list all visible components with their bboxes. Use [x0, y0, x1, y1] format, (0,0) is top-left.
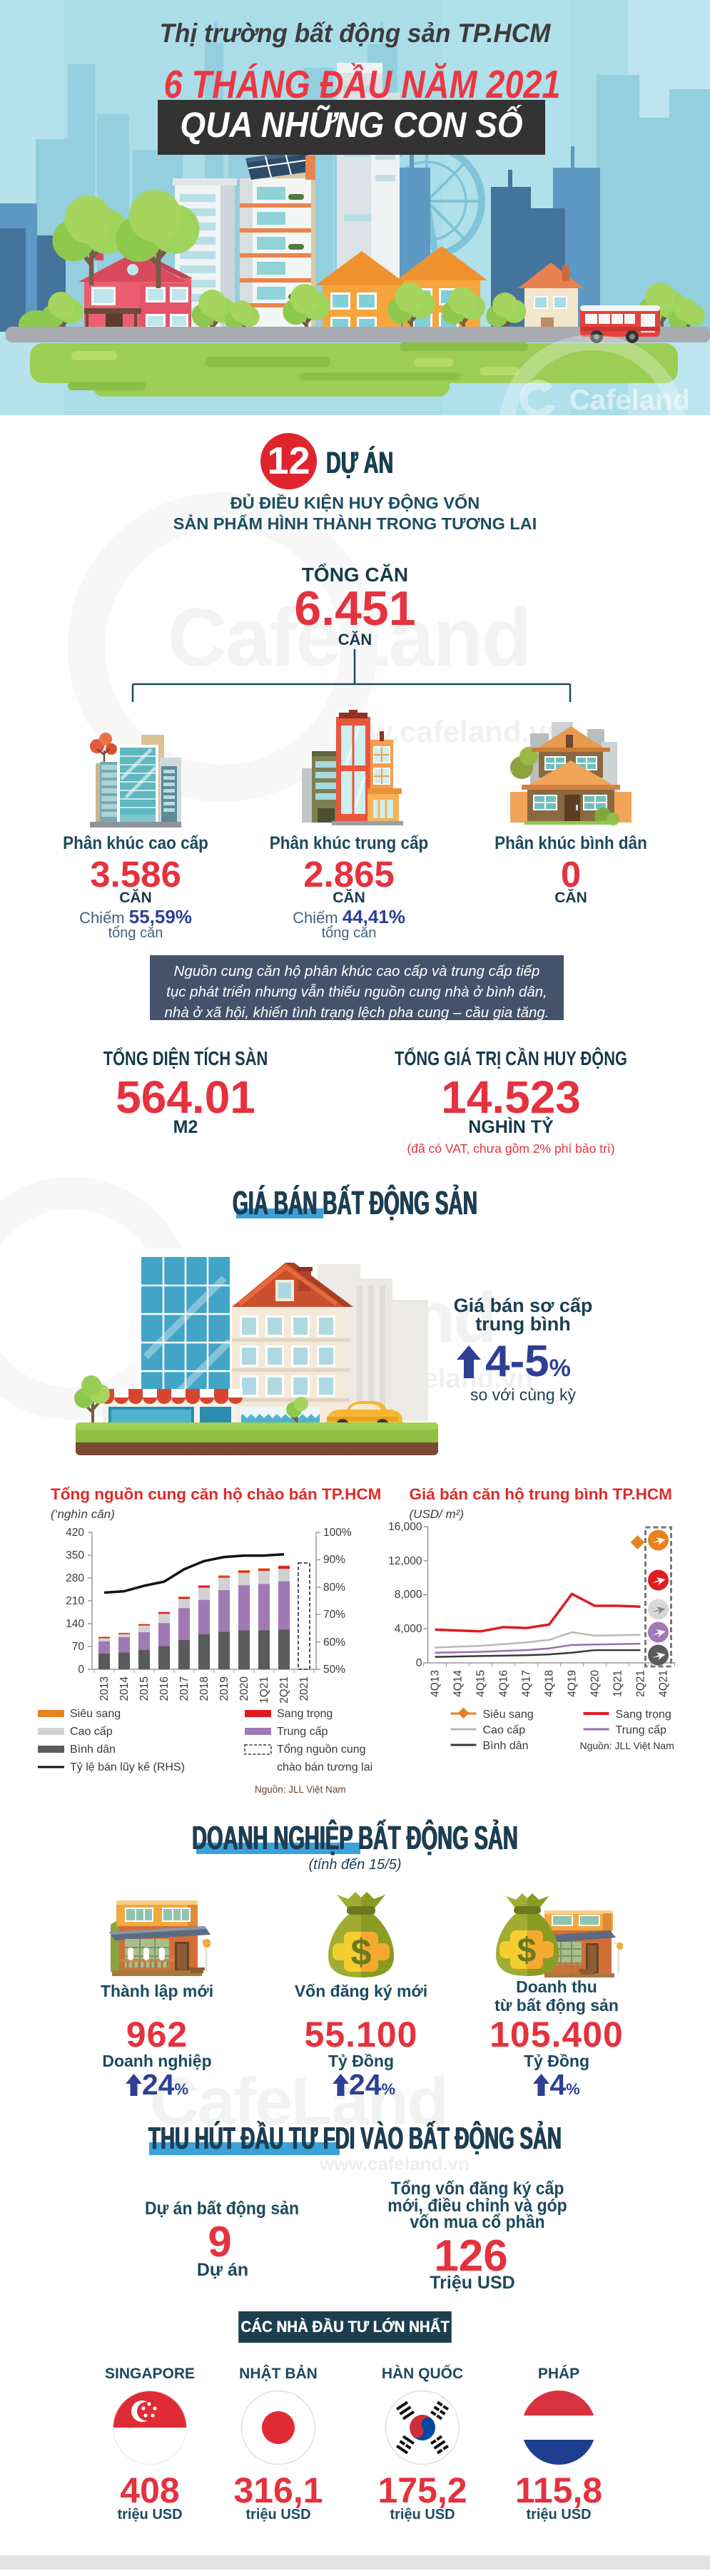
svg-text:Sang trọng: Sang trọng — [277, 1708, 333, 1720]
svg-text:Sang trọng: Sang trọng — [616, 1709, 671, 1721]
svg-text:Cafeland: Cafeland — [569, 385, 690, 415]
svg-text:Siêu sang: Siêu sang — [70, 1708, 121, 1720]
svg-text:70%: 70% — [323, 1609, 345, 1621]
svg-text:4Q20: 4Q20 — [589, 1670, 602, 1697]
svg-text:210: 210 — [66, 1595, 84, 1607]
svg-text:80%: 80% — [323, 1582, 345, 1594]
svg-text:4Q16: 4Q16 — [498, 1670, 510, 1697]
svg-text:140: 140 — [66, 1618, 84, 1630]
svg-text:50%: 50% — [323, 1664, 345, 1676]
svg-text:Cao cấp: Cao cấp — [70, 1726, 113, 1738]
svg-text:4Q15: 4Q15 — [475, 1670, 487, 1697]
svg-text:Bình dân: Bình dân — [70, 1743, 116, 1756]
svg-text:60%: 60% — [323, 1636, 345, 1649]
svg-text:12,000: 12,000 — [388, 1555, 422, 1567]
svg-text:Tổng nguồn cung căn hộ chào bá: Tổng nguồn cung căn hộ chào bán TP.HCM — [51, 1485, 381, 1503]
svg-text:4Q18: 4Q18 — [544, 1670, 556, 1697]
svg-text:Tổng nguồn cung: Tổng nguồn cung — [277, 1743, 366, 1756]
svg-text:Tỷ lệ bán lũy kế (RHS): Tỷ lệ bán lũy kế (RHS) — [70, 1761, 185, 1773]
svg-text:2016: 2016 — [158, 1676, 171, 1701]
svg-text:4Q19: 4Q19 — [567, 1670, 579, 1697]
svg-text:16,000: 16,000 — [388, 1521, 422, 1533]
svg-text:0: 0 — [78, 1664, 84, 1676]
svg-text:2018: 2018 — [198, 1676, 211, 1701]
svg-text:Bình dân: Bình dân — [483, 1740, 529, 1752]
svg-text:Cao cấp: Cao cấp — [483, 1724, 526, 1736]
svg-text:280: 280 — [66, 1572, 84, 1584]
svg-text:2013: 2013 — [98, 1676, 111, 1701]
svg-text:(USD/ m²): (USD/ m²) — [410, 1507, 464, 1521]
svg-text:100%: 100% — [323, 1527, 352, 1539]
svg-text:350: 350 — [66, 1549, 84, 1562]
svg-text:4Q21: 4Q21 — [658, 1670, 670, 1697]
svg-text:4Q14: 4Q14 — [452, 1670, 465, 1697]
svg-text:Giá bán căn hộ trung bình TP.H: Giá bán căn hộ trung bình TP.HCM — [410, 1485, 672, 1503]
svg-text:chào bán tương lai: chào bán tương lai — [277, 1761, 372, 1773]
svg-text:1Q21: 1Q21 — [612, 1670, 624, 1697]
svg-text:1Q21: 1Q21 — [258, 1676, 270, 1704]
svg-text:4Q17: 4Q17 — [521, 1670, 533, 1697]
svg-text:Nguồn: JLL Việt Nam: Nguồn: JLL Việt Nam — [580, 1740, 674, 1751]
svg-text:420: 420 — [66, 1527, 84, 1539]
svg-text:8,000: 8,000 — [395, 1589, 422, 1601]
svg-text:0: 0 — [416, 1657, 422, 1669]
svg-text:Nguồn: JLL Việt Nam: Nguồn: JLL Việt Nam — [255, 1784, 346, 1795]
svg-text:$: $ — [351, 1932, 372, 1973]
svg-text:Trung cấp: Trung cấp — [277, 1726, 328, 1738]
svg-text:2Q21: 2Q21 — [278, 1676, 290, 1704]
svg-text:2014: 2014 — [118, 1676, 131, 1701]
svg-text:Trung cấp: Trung cấp — [616, 1724, 667, 1736]
svg-text:2019: 2019 — [218, 1676, 230, 1701]
svg-text:2021: 2021 — [298, 1676, 310, 1701]
svg-text:2017: 2017 — [178, 1676, 191, 1701]
svg-text:4,000: 4,000 — [395, 1623, 422, 1635]
svg-text:2Q21: 2Q21 — [635, 1670, 647, 1697]
svg-text:Siêu sang: Siêu sang — [483, 1709, 534, 1721]
svg-text:2015: 2015 — [138, 1676, 151, 1701]
svg-text:(‘nghìn căn): (‘nghìn căn) — [51, 1507, 115, 1521]
svg-text:2020: 2020 — [238, 1676, 250, 1701]
svg-text:$: $ — [517, 1932, 537, 1970]
svg-text:4Q13: 4Q13 — [430, 1670, 442, 1697]
svg-text:90%: 90% — [323, 1554, 345, 1566]
svg-text:70: 70 — [72, 1641, 85, 1653]
